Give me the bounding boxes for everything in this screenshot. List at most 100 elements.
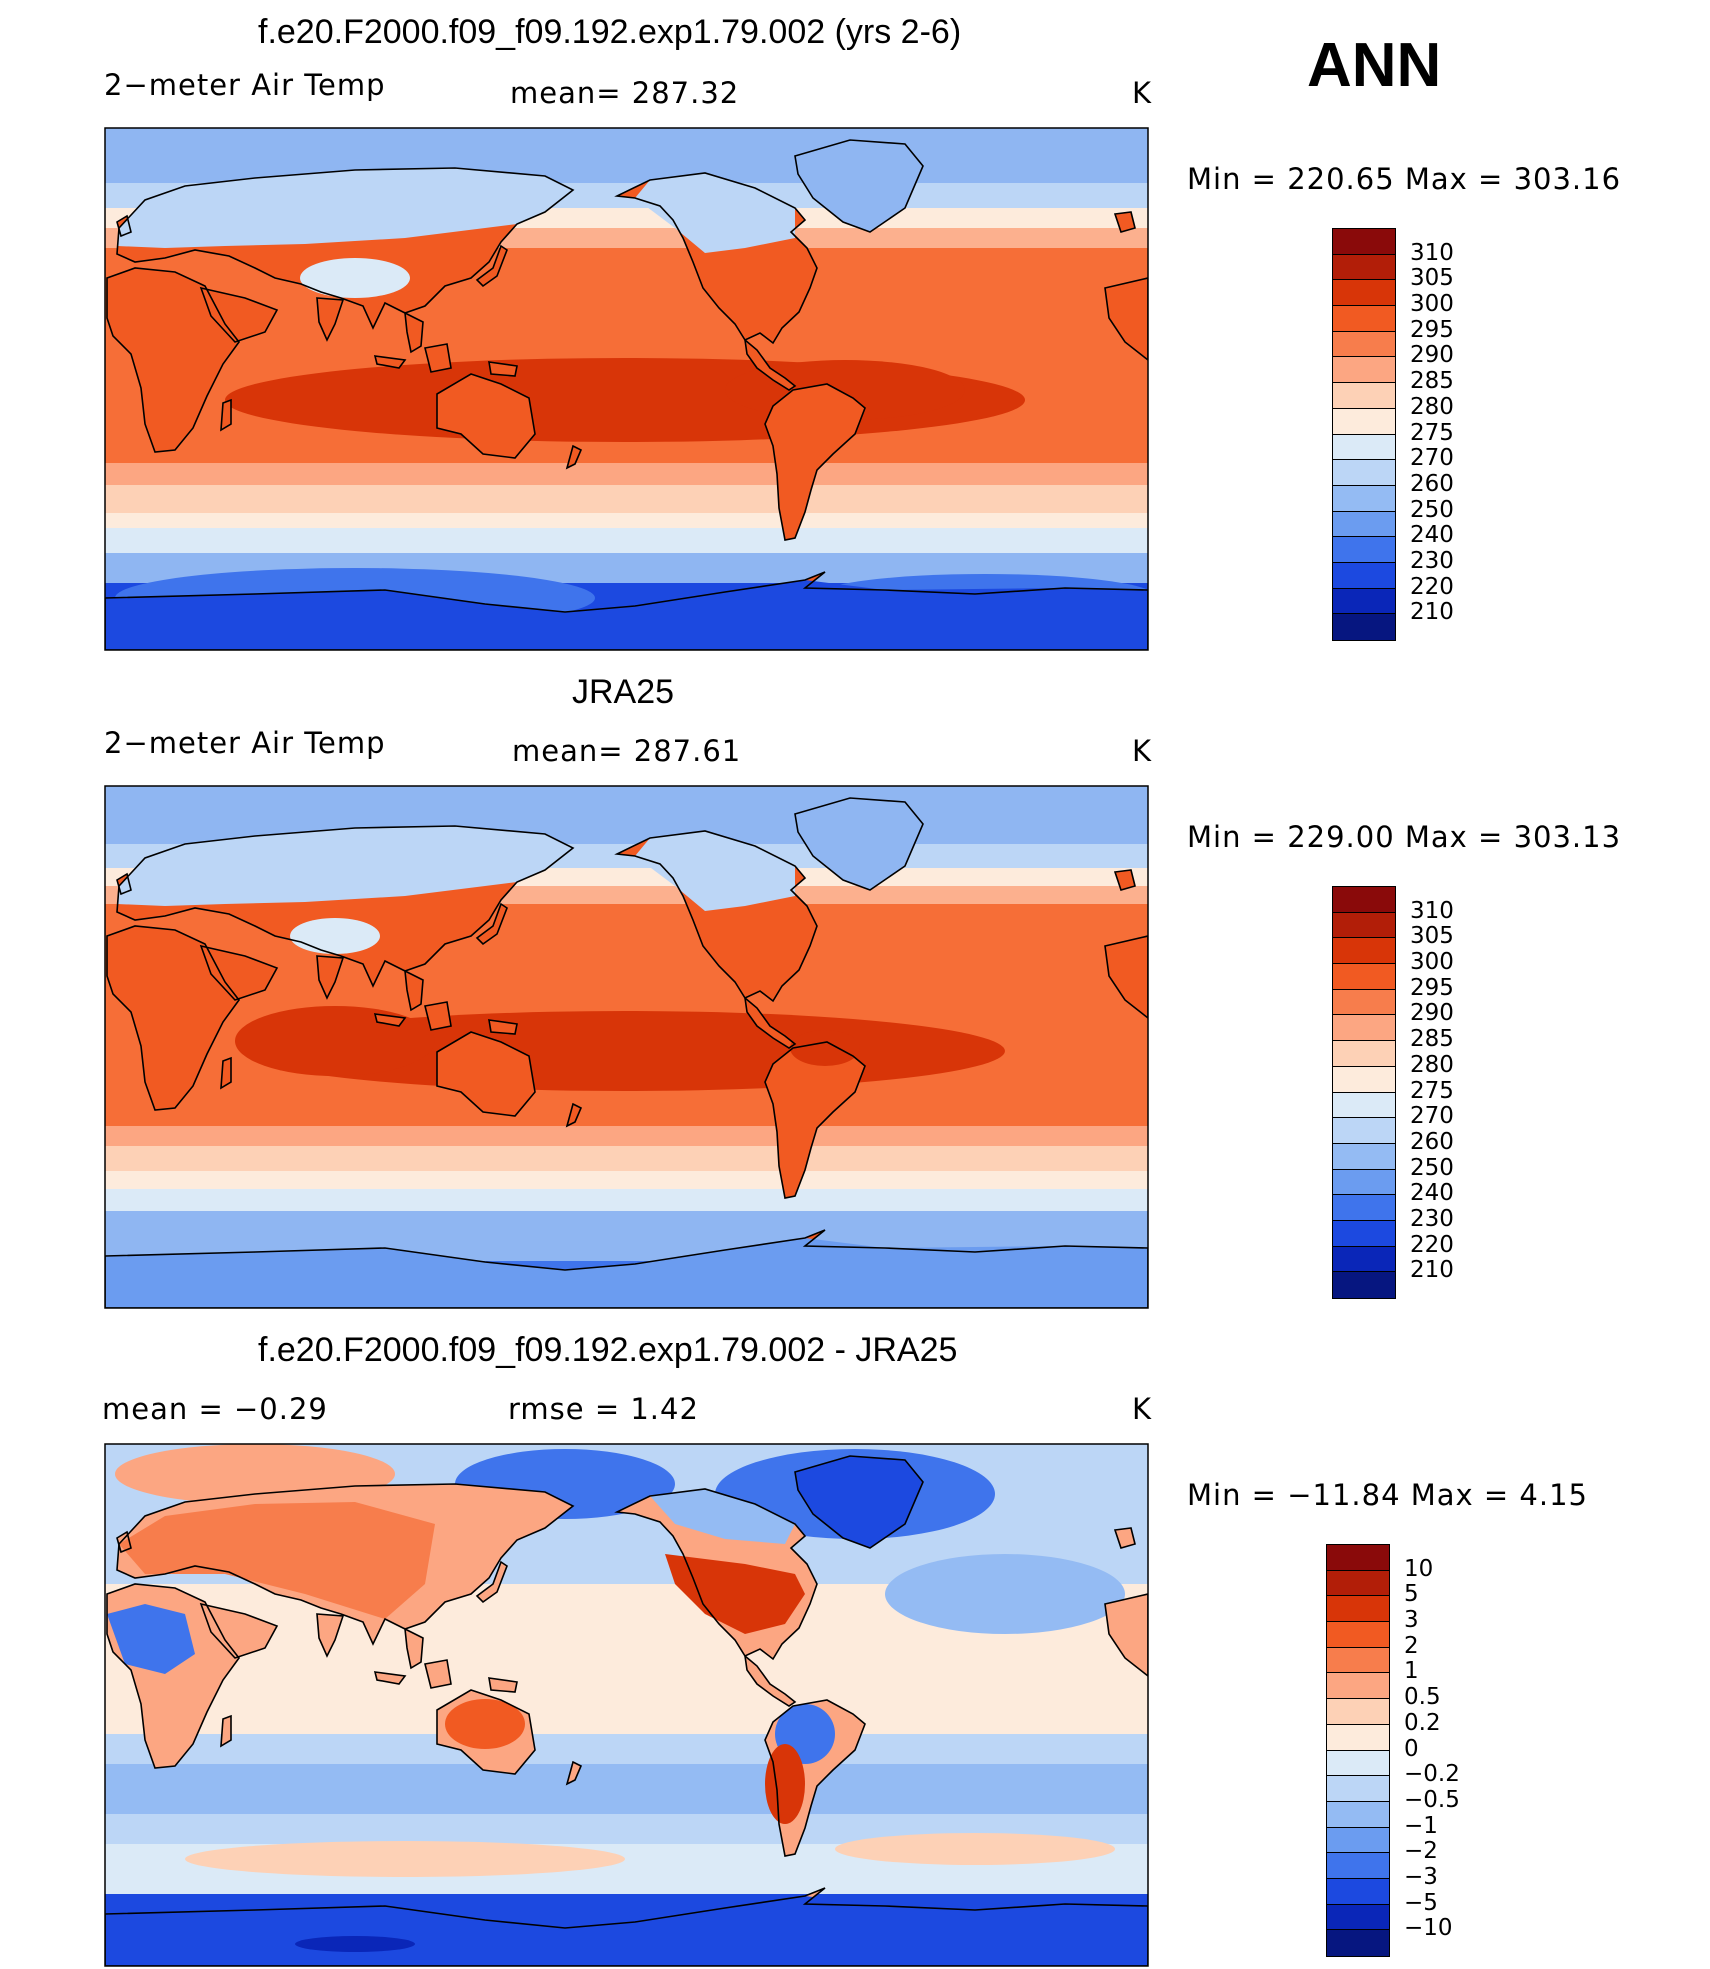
panel-2-colorbar: [1332, 886, 1396, 1299]
colorbar-tick-label: 1: [1404, 1658, 1419, 1685]
colorbar-cell: [1327, 1776, 1389, 1802]
colorbar-cell: [1333, 280, 1395, 307]
colorbar-cell: [1333, 989, 1395, 1016]
colorbar-tick-label: 280: [1410, 1051, 1454, 1078]
colorbar-tick-label: 295: [1410, 974, 1454, 1001]
colorbar-tick-label: 3: [1404, 1607, 1419, 1634]
colorbar-tick-label: 0.2: [1404, 1709, 1441, 1736]
colorbar-cell: [1333, 912, 1395, 939]
colorbar-cell: [1327, 1930, 1389, 1956]
panel-1-units-label: K: [1132, 76, 1153, 110]
colorbar-tick-label: 290: [1410, 1000, 1454, 1027]
panel-2-minmax: Min = 229.00 Max = 303.13: [1187, 820, 1622, 854]
colorbar-tick-label: 5: [1404, 1581, 1419, 1608]
colorbar-tick-label: 285: [1410, 368, 1454, 395]
colorbar-tick-label: 270: [1410, 1103, 1454, 1130]
colorbar-cell: [1327, 1853, 1389, 1879]
colorbar-tick-label: 2: [1404, 1632, 1419, 1659]
colorbar-tick-label: 305: [1410, 265, 1454, 292]
map-panel-1: [104, 127, 1149, 651]
colorbar-cell: [1333, 1195, 1395, 1221]
colorbar-tick-label: 0.5: [1404, 1684, 1441, 1711]
colorbar-cell: [1333, 408, 1395, 435]
colorbar-tick-label: 250: [1410, 1154, 1454, 1181]
panel-1-minmax: Min = 220.65 Max = 303.16: [1187, 162, 1622, 196]
colorbar-tick-label: 240: [1410, 1180, 1454, 1207]
panel-3-colorbar: [1326, 1544, 1390, 1957]
colorbar-tick-label: −10: [1404, 1915, 1453, 1942]
colorbar-cell: [1333, 588, 1395, 615]
colorbar-tick-label: −5: [1404, 1889, 1438, 1916]
colorbar-cell: [1327, 1622, 1389, 1648]
colorbar-cell: [1333, 964, 1395, 990]
colorbar-cell: [1333, 562, 1395, 589]
colorbar-cell: [1333, 1220, 1395, 1247]
panel-1-mean-label: mean= 287.32: [510, 76, 740, 110]
colorbar-tick-label: 300: [1410, 949, 1454, 976]
colorbar-cell: [1333, 434, 1395, 461]
colorbar-tick-label: 230: [1410, 1205, 1454, 1232]
colorbar-tick-label: 0: [1404, 1735, 1419, 1762]
colorbar-cell: [1333, 1143, 1395, 1170]
colorbar-tick-label: 260: [1410, 470, 1454, 497]
colorbar-tick-label: 220: [1410, 1231, 1454, 1258]
colorbar-cell: [1327, 1904, 1389, 1931]
colorbar-cell: [1327, 1570, 1389, 1597]
colorbar-tick-label: 275: [1410, 1077, 1454, 1104]
colorbar-cell: [1327, 1699, 1389, 1725]
colorbar-cell: [1333, 511, 1395, 538]
panel-2-units-label: K: [1132, 734, 1153, 768]
colorbar-cell: [1333, 1272, 1395, 1298]
colorbar-cell: [1333, 1118, 1395, 1144]
colorbar-tick-label: 210: [1410, 1257, 1454, 1284]
colorbar-tick-label: 300: [1410, 291, 1454, 318]
colorbar-tick-label: 10: [1404, 1555, 1434, 1582]
colorbar-cell: [1327, 1827, 1389, 1854]
colorbar-cell: [1327, 1545, 1389, 1571]
colorbar-tick-label: 280: [1410, 393, 1454, 420]
colorbar-tick-label: −1: [1404, 1812, 1438, 1839]
colorbar-cell: [1333, 306, 1395, 332]
colorbar-cell: [1333, 383, 1395, 409]
colorbar-cell: [1333, 1066, 1395, 1093]
colorbar-tick-label: 270: [1410, 445, 1454, 472]
colorbar-cell: [1333, 1015, 1395, 1042]
panel-2-variable-label: 2−meter Air Temp: [104, 726, 386, 760]
colorbar-cell: [1333, 614, 1395, 640]
colorbar-cell: [1333, 254, 1395, 281]
colorbar-tick-label: −0.2: [1404, 1761, 1460, 1788]
colorbar-cell: [1333, 887, 1395, 913]
colorbar-tick-label: 250: [1410, 496, 1454, 523]
colorbar-cell: [1333, 1246, 1395, 1273]
panel-1-colorbar: [1332, 228, 1396, 641]
panel-3-units-label: K: [1132, 1392, 1153, 1426]
colorbar-cell: [1333, 460, 1395, 486]
colorbar-tick-label: 295: [1410, 316, 1454, 343]
panel-2-mean-label: mean= 287.61: [512, 734, 742, 768]
colorbar-tick-label: 310: [1410, 897, 1454, 924]
colorbar-cell: [1327, 1750, 1389, 1777]
map-panel-2: [104, 785, 1149, 1309]
map-panel-3: [104, 1443, 1149, 1967]
panel-3-rmse-label: rmse = 1.42: [508, 1392, 699, 1426]
colorbar-cell: [1327, 1878, 1389, 1905]
colorbar-cell: [1333, 357, 1395, 384]
panel-3-minmax: Min = −11.84 Max = 4.15: [1187, 1478, 1588, 1512]
colorbar-cell: [1327, 1724, 1389, 1751]
colorbar-cell: [1333, 1169, 1395, 1196]
panel-1-title: f.e20.F2000.f09_f09.192.exp1.79.002 (yrs…: [258, 13, 962, 51]
colorbar-cell: [1333, 331, 1395, 358]
season-label: ANN: [1307, 31, 1442, 100]
panel-3-mean-label: mean = −0.29: [102, 1392, 328, 1426]
colorbar-tick-label: −3: [1404, 1863, 1438, 1890]
colorbar-cell: [1333, 1041, 1395, 1067]
colorbar-tick-label: 260: [1410, 1128, 1454, 1155]
colorbar-tick-label: 275: [1410, 419, 1454, 446]
colorbar-cell: [1327, 1801, 1389, 1828]
colorbar-tick-label: 285: [1410, 1026, 1454, 1053]
colorbar-cell: [1333, 938, 1395, 965]
colorbar-cell: [1333, 229, 1395, 255]
colorbar-cell: [1333, 537, 1395, 563]
colorbar-tick-label: 220: [1410, 573, 1454, 600]
